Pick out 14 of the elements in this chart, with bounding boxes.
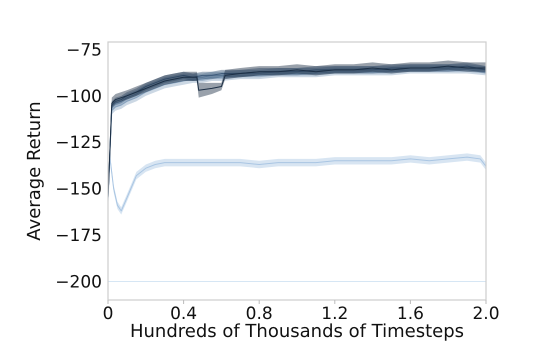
- x-tick-label: 0.4: [170, 304, 198, 324]
- x-tick-label: 1.2: [321, 304, 348, 324]
- y-tick-label: −150: [55, 180, 102, 200]
- x-axis-title: Hundreds of Thousands of Timesteps: [130, 321, 464, 342]
- x-tick-label: 0.8: [246, 304, 273, 324]
- y-axis-title: Average Return: [24, 101, 45, 241]
- y-tick-label: −200: [55, 272, 102, 292]
- y-tick-label: −75: [66, 40, 102, 60]
- x-tick-label: 1.6: [396, 304, 424, 324]
- y-tick-label: −125: [55, 133, 102, 154]
- x-tick-label: 2.0: [472, 304, 500, 324]
- y-tick-label: −175: [55, 226, 102, 246]
- y-tick-label: −100: [55, 86, 102, 107]
- x-tick-label: 0: [102, 304, 114, 324]
